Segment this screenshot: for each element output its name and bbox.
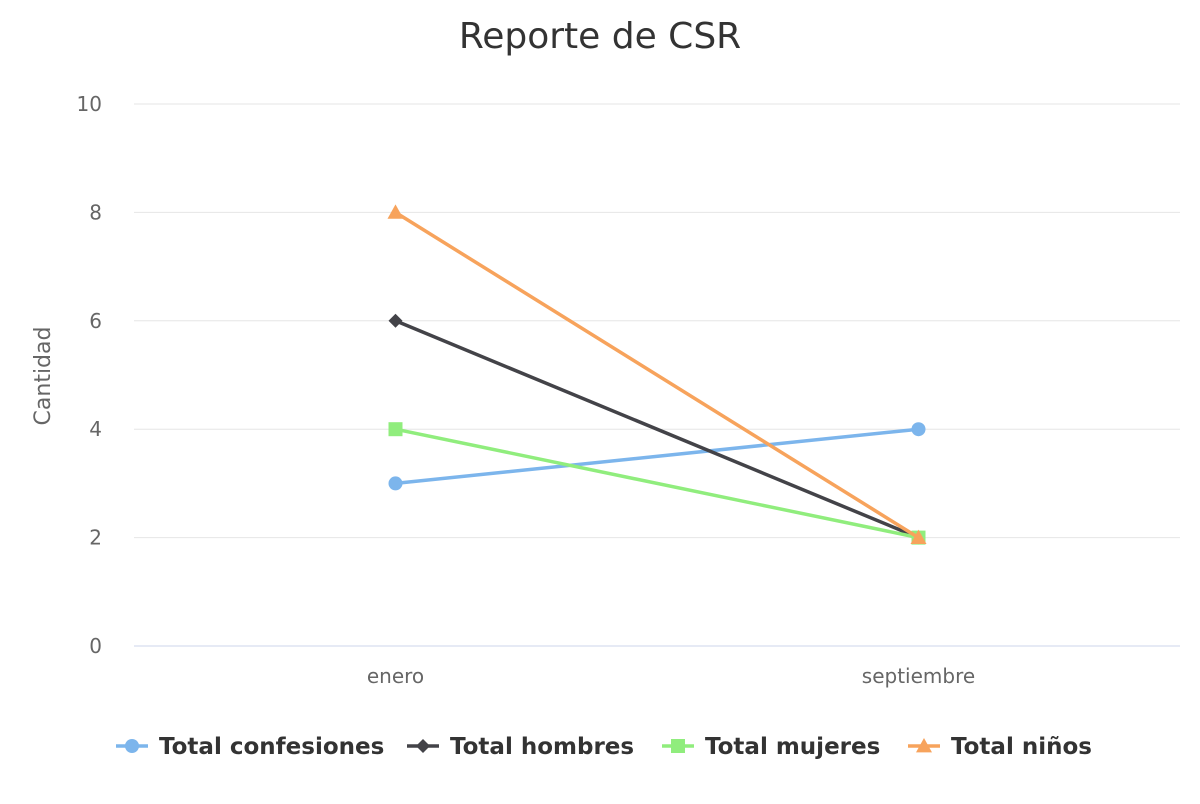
legend-label: Total mujeres [705,734,880,760]
series-3 [387,204,927,544]
legend: Total confesiones Total hombres Total muje… [116,734,1092,760]
data-point [388,476,403,491]
y-tick-label: 0 [89,634,102,658]
series-line [393,427,921,486]
series-line [393,210,921,540]
legend-item: Total confesiones [116,734,384,760]
legend-label: Total confesiones [159,734,384,760]
data-point [911,422,926,437]
series-group [387,204,927,545]
y-axis-label: Cantidad [31,327,56,426]
legend-item: Total mujeres [662,734,880,760]
grid-lines [134,103,1180,539]
y-tick-label: 2 [89,526,102,550]
legend-marker [125,739,139,753]
series-2 [388,422,926,545]
series-0 [388,422,926,491]
y-tick-label: 8 [89,200,102,224]
legend-marker [416,739,430,753]
y-tick-label: 4 [89,417,102,441]
data-point [388,422,403,437]
legend-label: Total hombres [450,734,634,760]
chart-title: Reporte de CSR [459,16,741,57]
legend-label: Total niños [951,734,1092,760]
legend-marker [671,739,685,753]
data-point [387,204,404,219]
data-point [910,529,927,544]
series-line [393,319,921,540]
x-tick-label: enero [367,664,424,688]
y-tick-label: 6 [89,309,102,333]
data-point [388,313,403,328]
x-tick-label: septiembre [862,664,975,688]
y-tick-label: 10 [77,92,102,116]
legend-marker [916,738,932,753]
legend-item: Total hombres [407,734,634,760]
legend-item: Total niños [908,734,1092,760]
axes: 0 2 4 6 8 10 enero septiembre [77,92,1180,688]
series-line [393,427,921,540]
